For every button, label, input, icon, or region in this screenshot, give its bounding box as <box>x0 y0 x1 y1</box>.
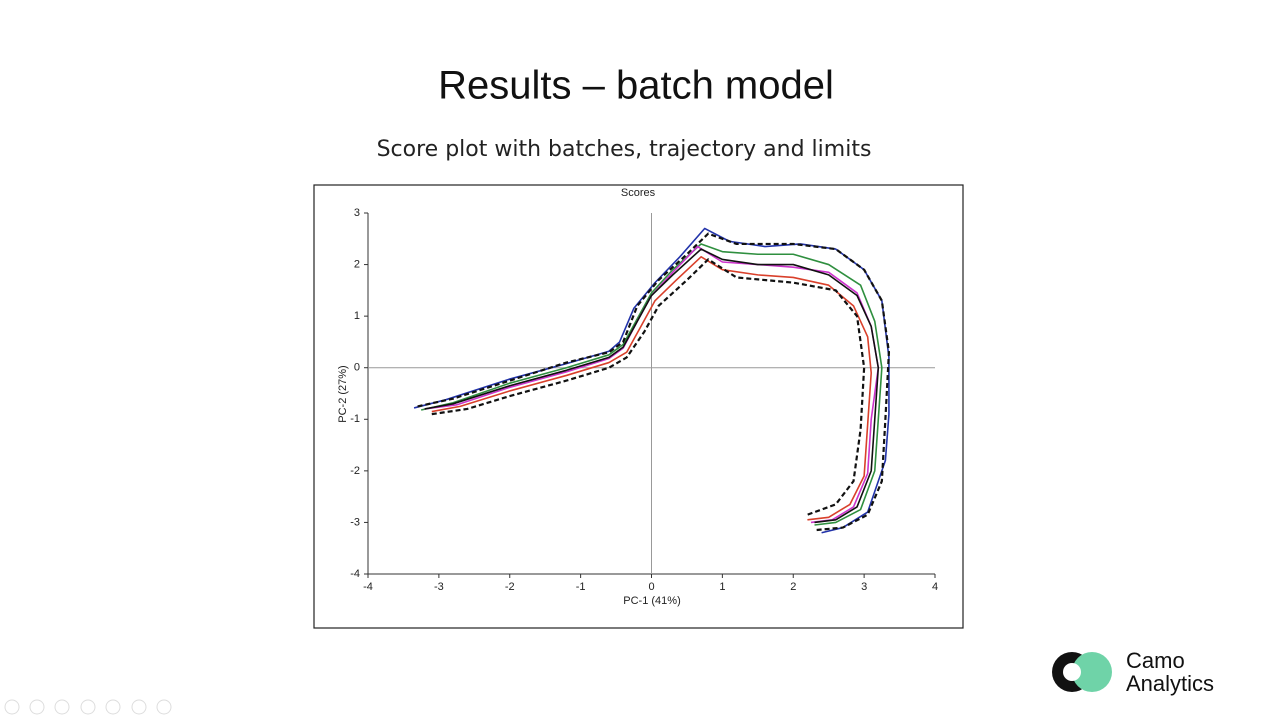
trajectory-line <box>420 243 883 526</box>
y-tick-label: -3 <box>350 516 360 528</box>
y-tick-label: 0 <box>354 362 360 374</box>
logo-text: Camo <box>1126 648 1185 673</box>
slide-subtitle: Score plot with batches, trajectory and … <box>377 137 872 162</box>
y-tick-label: -2 <box>350 465 360 477</box>
y-axis-label: PC-2 (27%) <box>337 365 349 422</box>
limit-line <box>431 258 866 516</box>
logo-text: Analytics <box>1126 671 1214 696</box>
x-tick-label: 4 <box>932 581 938 593</box>
x-tick-label: 2 <box>790 581 796 593</box>
logo-mark <box>1072 652 1112 692</box>
toolbar-button[interactable] <box>131 699 147 715</box>
y-tick-label: 2 <box>354 258 360 270</box>
y-tick-label: -4 <box>350 568 360 580</box>
toolbar-button[interactable] <box>156 699 172 715</box>
logo-mark <box>1063 663 1081 681</box>
chart-title: Scores <box>621 187 656 199</box>
x-tick-label: 1 <box>719 581 725 593</box>
x-tick-label: 0 <box>648 581 654 593</box>
toolbar-button[interactable] <box>29 699 45 715</box>
trajectory-line <box>424 245 880 524</box>
y-tick-label: 3 <box>354 207 360 219</box>
chart-frame <box>313 184 964 629</box>
x-tick-label: -1 <box>576 581 586 593</box>
x-axis-label: PC-1 (41%) <box>623 595 680 607</box>
y-tick-label: 1 <box>354 310 360 322</box>
x-tick-label: 3 <box>861 581 867 593</box>
toolbar-button[interactable] <box>54 699 70 715</box>
y-tick-label: -1 <box>350 413 360 425</box>
slide-title: Results – batch model <box>438 64 834 108</box>
x-tick-label: -2 <box>505 581 515 593</box>
toolbar-button[interactable] <box>80 699 96 715</box>
toolbar-button[interactable] <box>105 699 121 715</box>
x-tick-label: -3 <box>434 581 444 593</box>
plot-area: -4 -3 -2 -1 0 1 2 3 4 -4 -3 -2 -1 0 1 2 3 <box>350 207 938 593</box>
toolbar <box>4 699 172 715</box>
x-tick-label: -4 <box>363 581 373 593</box>
trajectory-line <box>431 256 873 521</box>
limit-line <box>417 232 891 532</box>
toolbar-button[interactable] <box>4 699 20 715</box>
trajectory-line <box>424 248 880 524</box>
